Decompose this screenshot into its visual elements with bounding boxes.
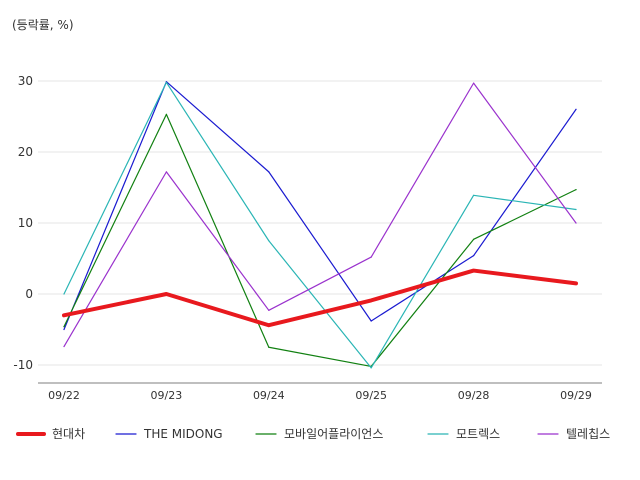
data-point [268, 309, 270, 311]
data-point [370, 320, 372, 322]
y-tick-label: 20 [18, 145, 33, 159]
series-line [63, 113, 577, 368]
data-point [63, 345, 65, 348]
data-point [575, 222, 577, 224]
data-point [473, 82, 475, 84]
x-tick-label: 09/29 [560, 389, 592, 402]
legend-label: THE MIDONG [143, 427, 223, 441]
y-tick-label: 0 [25, 287, 33, 301]
data-point [165, 171, 167, 173]
data-point [165, 81, 167, 84]
data-point [63, 328, 65, 331]
data-point [473, 194, 475, 196]
y-axis-unit-label: (등락률, %) [12, 18, 74, 32]
data-point [63, 326, 65, 328]
y-tick-label: -10 [13, 358, 33, 372]
legend-label: 모트렉스 [456, 427, 500, 441]
data-point [473, 238, 475, 240]
x-tick-label: 09/25 [355, 389, 387, 402]
data-point [575, 282, 577, 284]
data-point [268, 346, 270, 348]
data-point [370, 299, 372, 301]
data-point [370, 367, 372, 369]
legend-label: 모바일어플라이언스 [284, 427, 383, 441]
x-tick-label: 09/23 [151, 389, 183, 402]
legend-label: 현대차 [52, 427, 85, 441]
x-tick-label: 09/22 [48, 389, 80, 402]
data-point [165, 293, 167, 295]
series-line [63, 81, 577, 369]
data-point [575, 189, 577, 191]
data-point [63, 293, 65, 295]
y-tick-label: 30 [18, 74, 33, 88]
x-tick-label: 09/24 [253, 389, 285, 402]
data-point [370, 256, 372, 258]
data-point [268, 324, 270, 326]
series-line [63, 82, 577, 348]
data-point [63, 314, 65, 316]
data-point [473, 255, 475, 257]
data-point [268, 171, 270, 173]
legend-label: 텔레칩스 [566, 427, 610, 441]
data-point [575, 208, 577, 211]
series-line [62, 268, 578, 328]
data-point [575, 108, 577, 110]
data-point [165, 113, 167, 115]
data-point [473, 269, 475, 272]
data-point [268, 240, 270, 242]
x-tick-label: 09/28 [458, 389, 490, 402]
y-tick-label: 10 [18, 216, 33, 230]
